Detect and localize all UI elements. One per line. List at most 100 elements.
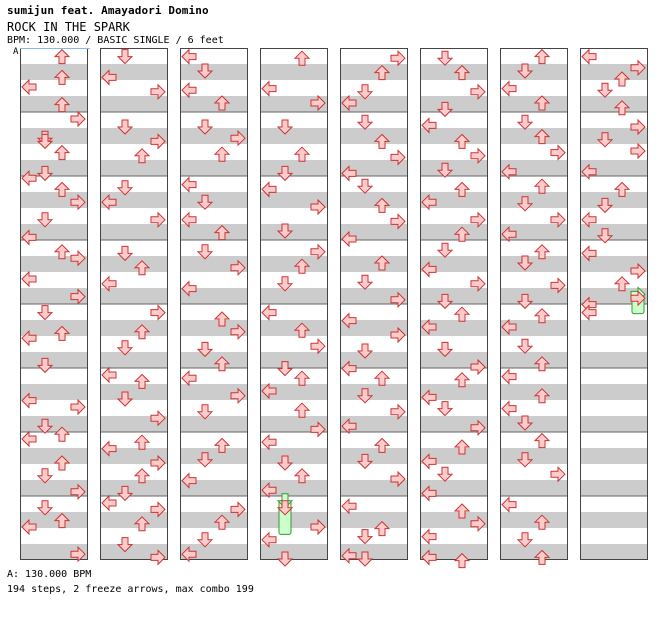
left-arrow-icon: [501, 318, 517, 336]
right-arrow-icon: [550, 277, 566, 294]
left-arrow-icon: [181, 280, 197, 297]
right-arrow-icon: [470, 275, 486, 293]
chart-column: [420, 48, 488, 560]
left-arrow-icon: [261, 80, 277, 97]
beat-row: [580, 432, 648, 448]
beat-row: [420, 64, 488, 80]
beat-row: [260, 528, 328, 544]
left-arrow-icon: [261, 181, 277, 198]
up-arrow-icon: [533, 244, 551, 260]
beat-row: [260, 208, 328, 224]
down-arrow-icon: [436, 293, 454, 310]
left-arrow-icon: [181, 369, 197, 387]
up-arrow-icon: [293, 50, 311, 66]
beat-row: [180, 64, 248, 80]
up-arrow-icon: [533, 308, 551, 324]
left-arrow-icon: [581, 48, 597, 65]
left-arrow-icon: [421, 453, 437, 470]
up-arrow-icon: [53, 512, 71, 529]
up-arrow-icon: [613, 71, 631, 87]
down-arrow-icon: [436, 162, 454, 178]
down-arrow-icon: [356, 453, 374, 470]
beat-row: [180, 144, 248, 160]
down-arrow-icon: [516, 114, 534, 130]
up-arrow-icon: [53, 69, 71, 85]
left-arrow-icon: [341, 360, 357, 377]
beat-row: [500, 96, 568, 112]
down-arrow-icon: [436, 101, 454, 118]
right-arrow-icon: [310, 198, 326, 216]
chart-column: [260, 48, 328, 560]
left-arrow-icon: [501, 400, 517, 417]
beat-row: [340, 352, 408, 368]
beat-row: [420, 384, 488, 400]
up-arrow-icon: [533, 178, 551, 194]
beat-row: [580, 272, 648, 288]
beat-row: [20, 528, 88, 544]
up-arrow-icon: [213, 437, 231, 453]
beat-row: [420, 256, 488, 272]
bpm-marker-line: [20, 48, 90, 49]
beat-row: [260, 384, 328, 400]
up-arrow-icon: [213, 356, 231, 372]
down-arrow-icon: [516, 415, 534, 431]
chart-column: [580, 48, 648, 560]
down-arrow-icon: [196, 532, 214, 548]
down-arrow-icon: [596, 132, 614, 148]
down-arrow-icon: [36, 305, 54, 321]
up-arrow-icon: [453, 226, 471, 242]
beat-row: [340, 368, 408, 384]
down-arrow-icon: [276, 165, 294, 182]
beat-row: [260, 544, 328, 560]
beat-row: [580, 208, 648, 224]
beat-row: [580, 512, 648, 528]
left-arrow-icon: [181, 211, 197, 229]
left-arrow-icon: [21, 329, 37, 347]
beat-row: [500, 288, 568, 304]
beat-row: [20, 128, 88, 144]
down-arrow-icon: [276, 119, 294, 135]
beat-row: [20, 208, 88, 224]
beat-row: [180, 208, 248, 224]
beat-row: [100, 528, 168, 544]
up-arrow-icon: [213, 514, 231, 530]
beat-row: [100, 512, 168, 528]
right-arrow-icon: [310, 243, 326, 261]
beat-row: [420, 320, 488, 336]
beat-row: [20, 80, 88, 96]
down-arrow-icon: [116, 180, 134, 196]
right-arrow-icon: [470, 419, 486, 437]
left-arrow-icon: [21, 430, 37, 448]
column-border: [500, 48, 568, 560]
beat-row: [180, 432, 248, 448]
left-arrow-icon: [341, 165, 357, 182]
up-arrow-icon: [453, 439, 471, 455]
left-arrow-icon: [261, 433, 277, 451]
left-arrow-icon: [101, 494, 117, 512]
beat-row: [20, 512, 88, 528]
right-arrow-icon: [230, 387, 246, 405]
up-arrow-icon: [453, 503, 471, 519]
down-arrow-icon: [116, 119, 134, 135]
down-arrow-icon: [116, 340, 134, 356]
down-arrow-icon: [36, 212, 54, 228]
down-arrow-icon: [436, 50, 454, 66]
beat-row: [420, 112, 488, 128]
beat-row: [180, 288, 248, 304]
up-arrow-icon: [293, 468, 311, 484]
up-arrow-icon: [133, 516, 151, 532]
right-arrow-icon: [470, 211, 486, 229]
beat-row: [580, 192, 648, 208]
down-arrow-icon: [356, 114, 374, 130]
beat-row: [100, 112, 168, 128]
left-arrow-icon: [101, 366, 117, 384]
left-arrow-icon: [341, 497, 357, 515]
beat-row: [180, 416, 248, 432]
right-arrow-icon: [70, 249, 86, 267]
beat-row: [580, 80, 648, 96]
beat-row: [580, 336, 648, 352]
left-arrow-icon: [581, 211, 597, 229]
beat-row: [420, 240, 488, 256]
right-arrow-icon: [550, 211, 566, 229]
beat-row: [20, 336, 88, 352]
